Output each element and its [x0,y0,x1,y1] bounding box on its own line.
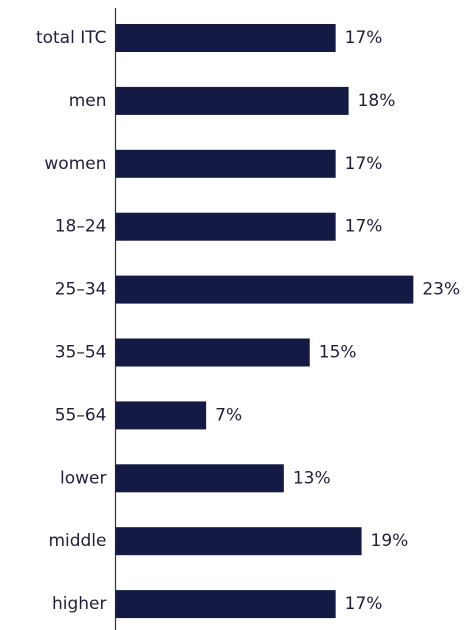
bar [115,86,349,115]
value-label: 23% [422,280,460,300]
category-label: higher [52,594,107,614]
category-label: men [69,91,107,111]
value-label: 17% [345,28,383,48]
bar [115,149,336,178]
value-label: 7% [215,405,242,425]
bar [115,527,362,556]
bar [115,464,284,493]
category-label: lower [60,468,106,488]
category-label: 18–24 [55,217,107,237]
value-label: 13% [293,468,331,488]
category-label: 25–34 [55,280,107,300]
bar [115,590,336,619]
value-label: 18% [358,91,396,111]
bar [115,275,414,304]
bar [115,401,207,430]
category-label: 55–64 [55,405,107,425]
value-label: 17% [345,217,383,237]
bar [115,212,336,241]
value-label: 17% [345,154,383,174]
bar [115,24,336,52]
bars-group: total ITC 17% men 18% women 17% 18–24 17% 25–34 2… [36,24,460,619]
category-label: 35–54 [55,343,107,363]
category-label: total ITC [36,28,107,48]
value-label: 17% [345,594,383,614]
category-label: middle [48,531,106,551]
bar [115,338,310,367]
category-label: women [44,154,106,174]
value-label: 19% [371,531,409,551]
value-label: 15% [319,343,357,363]
